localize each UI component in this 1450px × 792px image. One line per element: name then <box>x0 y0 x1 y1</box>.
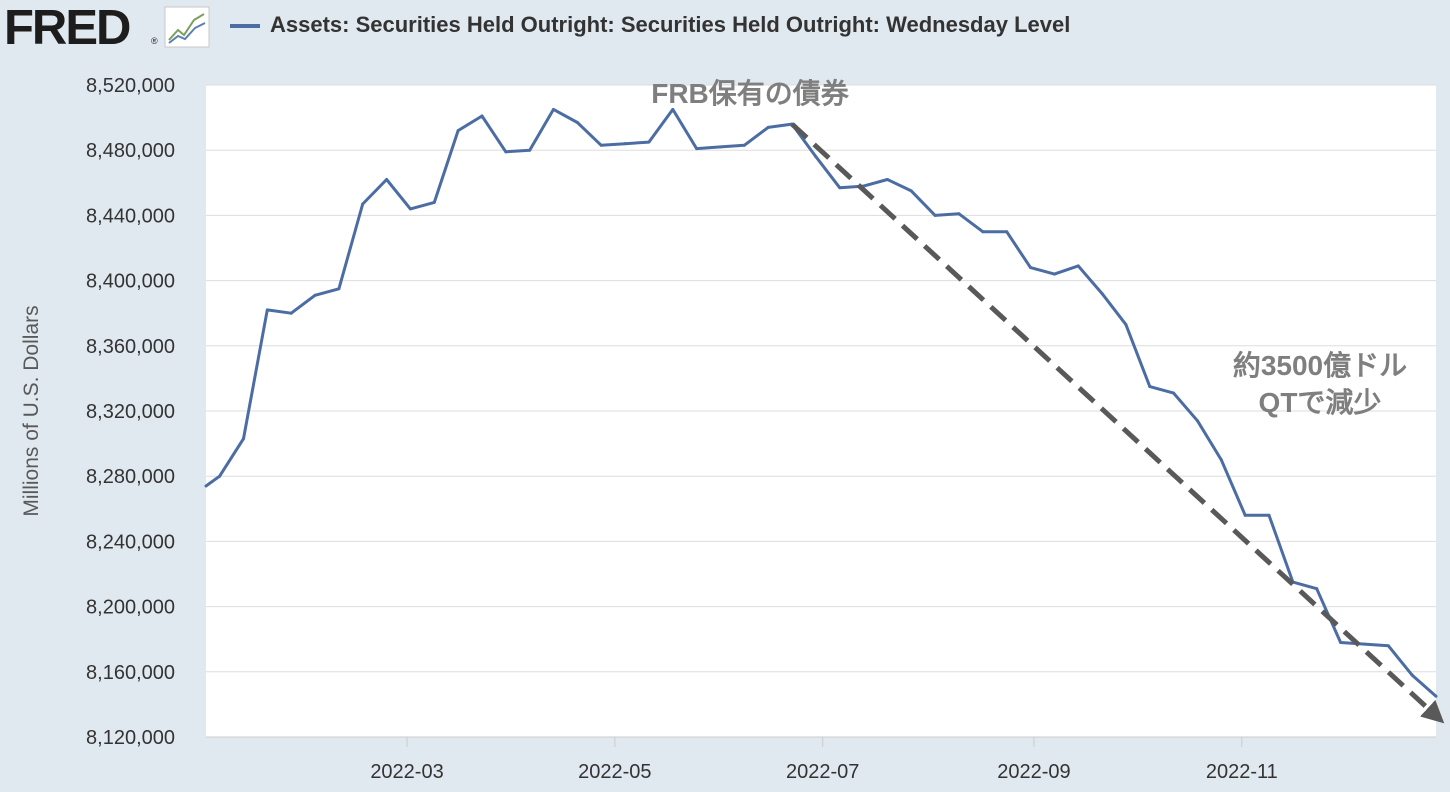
data-point <box>504 150 508 154</box>
data-point <box>204 484 208 488</box>
y-tick-label: 8,200,000 <box>86 597 175 619</box>
y-tick-label: 8,280,000 <box>86 466 175 488</box>
data-point <box>1434 694 1438 698</box>
data-point <box>742 143 746 147</box>
data-point <box>1243 513 1247 517</box>
data-point <box>1124 323 1128 327</box>
x-tick-label: 2022-05 <box>578 761 651 783</box>
data-point <box>241 437 245 441</box>
data-point <box>1219 458 1223 462</box>
data-point <box>337 287 341 291</box>
data-point <box>408 207 412 211</box>
y-tick-label: 8,360,000 <box>86 336 175 358</box>
data-point <box>1052 272 1056 276</box>
data-point <box>289 311 293 315</box>
fred-logo[interactable]: FRED <box>4 1 131 55</box>
data-point <box>599 143 603 147</box>
y-tick-label: 8,440,000 <box>86 205 175 227</box>
data-point <box>695 147 699 151</box>
data-point <box>456 129 460 133</box>
data-point <box>933 213 937 217</box>
x-tick-label: 2022-11 <box>1206 761 1278 783</box>
data-point <box>671 107 675 111</box>
data-point <box>814 155 818 159</box>
y-tick-label: 8,320,000 <box>86 401 175 423</box>
y-tick-label: 8,160,000 <box>86 662 175 684</box>
data-point <box>766 125 770 129</box>
data-point <box>528 148 532 152</box>
y-axis-label: Millions of U.S. Dollars <box>20 305 43 516</box>
y-tick-label: 8,520,000 <box>86 75 175 97</box>
data-point <box>552 107 556 111</box>
y-axis-ticks: 8,120,000 8,160,000 8,200,000 8,240,000 8,28… <box>86 75 175 749</box>
data-point <box>1315 587 1319 591</box>
data-point <box>885 178 889 182</box>
legend-line-swatch <box>230 24 260 28</box>
data-point <box>1172 391 1176 395</box>
annotation-qt-decrease: QTで減少 <box>1259 387 1382 418</box>
data-point <box>1005 230 1009 234</box>
x-tick-label: 2022-09 <box>997 761 1070 783</box>
data-point <box>218 474 222 478</box>
data-point <box>1362 642 1366 646</box>
data-point <box>1195 419 1199 423</box>
data-point <box>265 308 269 312</box>
data-point <box>1029 266 1033 270</box>
data-point <box>909 189 913 193</box>
registered-mark: ® <box>151 36 158 46</box>
data-point <box>718 145 722 149</box>
y-tick-label: 8,400,000 <box>86 271 175 293</box>
annotation-qt-amount: 約3500億ドル <box>1233 349 1407 381</box>
legend-series-label[interactable]: Assets: Securities Held Outright: Securi… <box>270 12 1071 37</box>
data-point <box>647 140 651 144</box>
data-point <box>1100 292 1104 296</box>
y-tick-label: 8,240,000 <box>86 531 175 553</box>
data-point <box>1410 673 1414 677</box>
data-point <box>623 142 627 146</box>
data-point <box>361 202 365 206</box>
dashed-trend-arrow <box>790 122 1445 724</box>
data-point <box>480 114 484 118</box>
data-point <box>838 186 842 190</box>
data-point <box>981 230 985 234</box>
x-axis-ticks: 2022-03 2022-05 2022-07 2022-09 2022-11 <box>206 736 1436 783</box>
y-tick-label: 8,480,000 <box>86 140 175 162</box>
data-point <box>1267 513 1271 517</box>
data-point <box>432 200 436 204</box>
data-point <box>1076 264 1080 268</box>
series-group <box>204 107 1438 698</box>
data-point <box>313 293 317 297</box>
data-point <box>385 178 389 182</box>
data-point <box>575 120 579 124</box>
y-tick-label: 8,120,000 <box>86 727 175 749</box>
data-point <box>1386 644 1390 648</box>
data-point <box>957 212 961 216</box>
x-tick-label: 2022-07 <box>786 761 859 783</box>
fred-graph-icon <box>164 6 210 48</box>
x-tick-label: 2022-03 <box>370 761 443 783</box>
data-point <box>1148 385 1152 389</box>
data-point <box>1339 640 1343 644</box>
chart-header: FRED ® Assets: Securities Held Outright:… <box>0 0 1450 56</box>
annotation-frb-holdings: FRB保有の債券 <box>651 78 850 109</box>
